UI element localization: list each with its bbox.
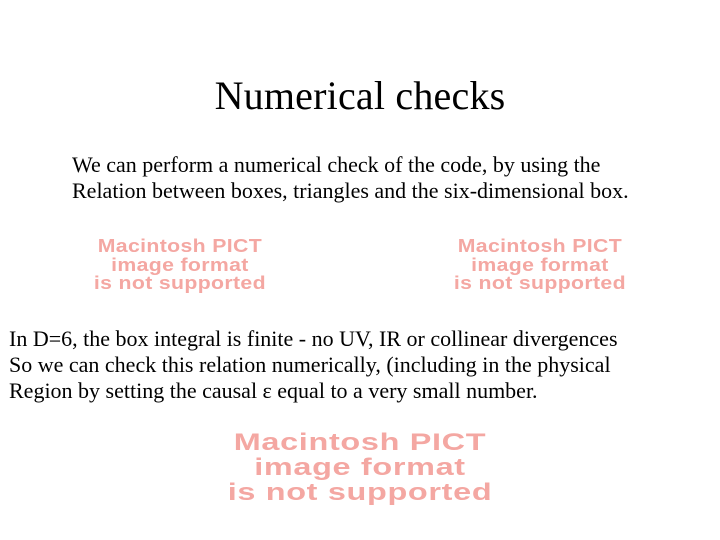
pict-line-2: image format — [471, 255, 609, 275]
pict-line-1: Macintosh PICT — [458, 236, 622, 256]
paragraph-2-line-3: Region by setting the causal ε equal to … — [9, 378, 538, 403]
pict-line-1: Macintosh PICT — [234, 429, 486, 456]
pict-line-2: image format — [254, 454, 466, 481]
pict-placeholder-icon: Macintosh PICT image format is not suppo… — [454, 237, 626, 294]
pict-line-2: image format — [111, 255, 249, 275]
pict-placeholder-icon: Macintosh PICT image format is not suppo… — [228, 430, 493, 506]
pict-line-3: is not supported — [454, 273, 626, 293]
slide-title: Numerical checks — [0, 72, 720, 119]
pict-line-3: is not supported — [94, 273, 266, 293]
pict-placeholder-icon: Macintosh PICT image format is not suppo… — [94, 237, 266, 294]
paragraph-2-line-1: In D=6, the box integral is finite - no … — [9, 326, 618, 351]
paragraph-2-line-2: So we can check this relation numericall… — [9, 352, 611, 377]
pict-placeholder-lower-wrap: Macintosh PICT image format is not suppo… — [0, 430, 720, 506]
paragraph-1: We can perform a numerical check of the … — [72, 152, 682, 204]
pict-line-1: Macintosh PICT — [98, 236, 262, 256]
paragraph-1-line-2: Relation between boxes, triangles and th… — [72, 178, 629, 203]
paragraph-1-line-1: We can perform a numerical check of the … — [72, 152, 600, 177]
pict-line-3: is not supported — [228, 479, 493, 506]
pict-placeholder-row: Macintosh PICT image format is not suppo… — [0, 222, 720, 308]
slide: Numerical checks We can perform a numeri… — [0, 0, 720, 540]
paragraph-2: In D=6, the box integral is finite - no … — [9, 326, 709, 404]
